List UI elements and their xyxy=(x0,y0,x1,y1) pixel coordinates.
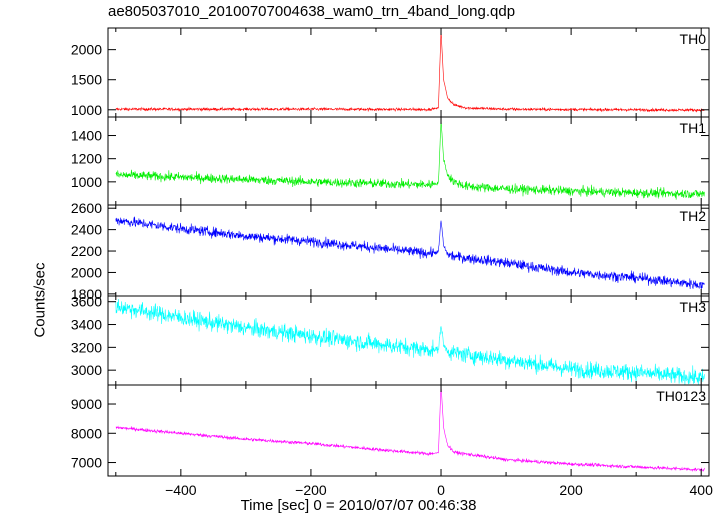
y-tick-label-th0: 1000 xyxy=(71,102,102,118)
y-tick-label-th0123: 7000 xyxy=(71,455,102,471)
y-tick-label-th1: 1200 xyxy=(71,151,102,167)
y-tick-label-th2: 2600 xyxy=(71,200,102,216)
y-tick-label-th2: 2200 xyxy=(71,243,102,259)
panel-frame-th0123 xyxy=(107,384,710,477)
series-line-th0123 xyxy=(115,385,705,472)
panel-label-th0123: TH0123 xyxy=(656,388,706,404)
y-axis-label: Counts/sec xyxy=(31,262,49,338)
y-tick-label-th1: 1000 xyxy=(71,174,102,190)
y-tick-label-th0123: 9000 xyxy=(71,396,102,412)
y-tick-label-th0123: 8000 xyxy=(71,425,102,441)
series-line-th2 xyxy=(115,216,705,289)
x-axis-label: Time [sec] 0 = 2010/07/07 00:46:38 xyxy=(240,497,477,514)
panel-frame-th0 xyxy=(107,27,710,118)
y-tick-label-th3: 3400 xyxy=(71,317,102,333)
x-tick-label: 0 xyxy=(437,482,445,498)
y-tick-label-th2: 2400 xyxy=(71,222,102,238)
x-tick-label: 400 xyxy=(690,482,714,498)
panel-frame-th3 xyxy=(107,295,710,386)
series-line-th0 xyxy=(115,29,705,113)
y-tick-label-th2: 1800 xyxy=(71,286,102,302)
x-tick-label: 200 xyxy=(559,482,583,498)
x-tick-label: −400 xyxy=(165,482,197,498)
x-tick-label: −200 xyxy=(295,482,327,498)
y-tick-label-th2: 2000 xyxy=(71,264,102,280)
y-tick-label-th3: 3200 xyxy=(71,339,102,355)
panel-label-th0: TH0 xyxy=(680,31,707,47)
series-line-th1 xyxy=(115,118,705,200)
panel-label-th2: TH2 xyxy=(680,208,707,224)
y-tick-label-th1: 1400 xyxy=(71,128,102,144)
y-tick-label-th0: 2000 xyxy=(71,42,102,58)
y-tick-label-th3: 3600 xyxy=(71,294,102,310)
panel-label-th1: TH1 xyxy=(680,120,707,136)
panel-label-th3: TH3 xyxy=(680,299,707,315)
y-tick-label-th3: 3000 xyxy=(71,362,102,378)
chart-title: ae805037010_20100707004638_wam0_trn_4ban… xyxy=(108,3,516,20)
y-tick-label-th0: 1500 xyxy=(71,72,102,88)
series-line-th3 xyxy=(115,299,705,385)
